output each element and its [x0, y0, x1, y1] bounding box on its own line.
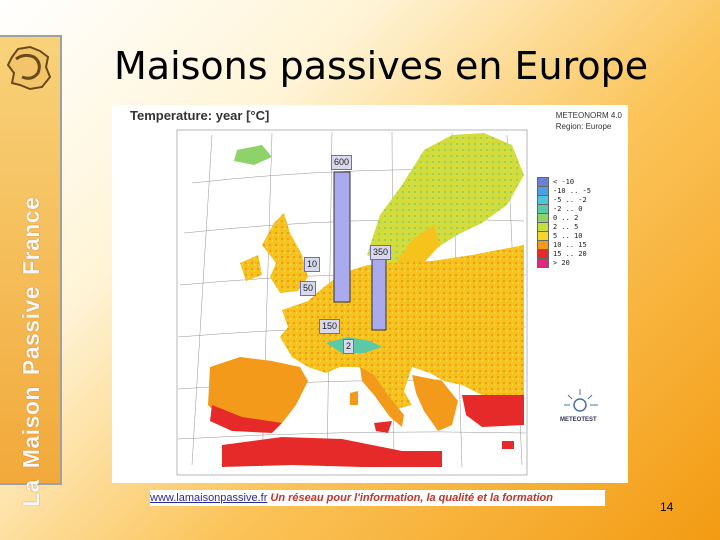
legend-label: 10 .. 15: [553, 240, 587, 249]
sidebar-word-france: France: [18, 196, 44, 276]
legend-row: > 20: [537, 257, 591, 268]
meteotest-brand: METEOTEST: [560, 417, 597, 423]
legend-label: 5 .. 10: [553, 231, 583, 240]
brand-sidebar: La Maison Passive France: [0, 35, 62, 507]
slide-title: Maisons passives en Europe: [114, 44, 649, 88]
legend-label: 2 .. 5: [553, 222, 579, 231]
legend-label: > 20: [553, 258, 570, 267]
legend-label: 15 .. 20: [553, 249, 587, 258]
temperature-map: Temperature: year [°C] METEONORM 4.0 Reg…: [112, 105, 628, 483]
footer-tagline: Un réseau pour l'information, la qualité…: [267, 492, 553, 504]
france-map-logo-icon: [6, 45, 52, 91]
bar-label-150: 150: [319, 319, 341, 334]
source-line-2: Region: Europe: [555, 122, 612, 131]
map-title: Temperature: year [°C]: [130, 108, 270, 123]
legend-label: 0 .. 2: [553, 213, 579, 222]
italy-region: [360, 367, 404, 427]
bar-label-10: 10: [304, 257, 321, 272]
footer-link[interactable]: www.lamaisonpassive.fr: [150, 492, 268, 504]
sidebar-word-maison: Maison: [18, 386, 44, 469]
legend-label: -2 .. 0: [553, 204, 583, 213]
europe-map-graphic: [176, 129, 528, 476]
bar-label-2: 2: [343, 339, 355, 354]
scandinavia-region: [367, 133, 524, 267]
legend-label: < -10: [553, 177, 575, 186]
legend-swatch: [537, 257, 549, 268]
bar-label-350: 350: [370, 245, 392, 260]
legend-label: -5 .. -2: [553, 195, 587, 204]
north-africa-region: [222, 437, 442, 467]
sidebar-word-la: La: [18, 479, 44, 507]
legend-label: -10 .. -5: [553, 186, 591, 195]
sidebar-brand-text: La Maison Passive France: [3, 107, 59, 507]
source-line-1: METEONORM 4.0: [555, 111, 622, 120]
footer-banner: www.lamaisonpassive.fr Un réseau pour l'…: [150, 490, 605, 506]
meteotest-sun-icon: [564, 389, 598, 412]
page-number: 14: [660, 500, 674, 514]
map-source: METEONORM 4.0 Region: Europe: [556, 110, 622, 132]
bar-label-50: 50: [300, 281, 317, 296]
sidebar-word-passive: Passive: [18, 285, 44, 376]
bar-label-600: 600: [331, 155, 353, 170]
iberia-region: [208, 357, 308, 425]
britain-region: [262, 213, 308, 293]
